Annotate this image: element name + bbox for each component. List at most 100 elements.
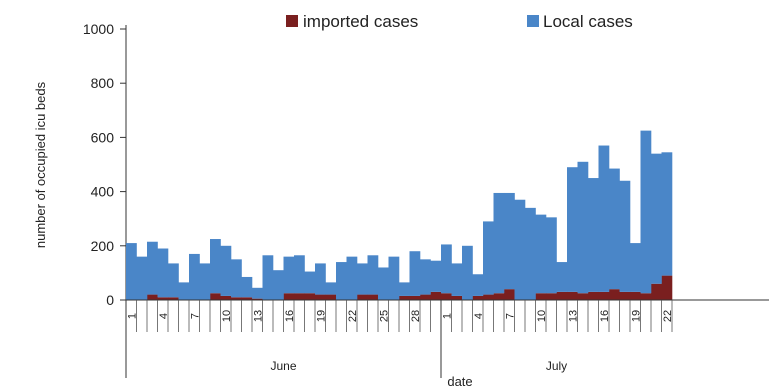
x-tick-label: 16 [284, 310, 296, 322]
bar-local [451, 263, 463, 296]
bar-imported [157, 297, 169, 300]
bar-local [556, 262, 568, 292]
bar-local [210, 239, 221, 294]
y-tick-label: 600 [91, 129, 115, 145]
bar-imported [147, 294, 158, 300]
bar-local [178, 282, 190, 300]
bar-imported [598, 291, 610, 300]
x-tick-label: 1 [126, 313, 138, 319]
bar-local [535, 214, 547, 294]
bar-local [598, 145, 610, 292]
bar-local [283, 256, 295, 294]
bar-imported [283, 293, 295, 300]
legend: imported cases Local cases [286, 12, 633, 31]
bar-local [357, 263, 368, 295]
bar-imported [451, 295, 463, 300]
bar-imported [441, 293, 452, 300]
bar-local [630, 243, 641, 292]
bar-imported [588, 291, 599, 300]
bar-imported [168, 297, 179, 300]
x-tick-label: 19 [315, 310, 327, 322]
bar-imported [577, 293, 589, 300]
bar-imported [294, 293, 305, 300]
bar-local [168, 263, 179, 298]
x-tick-label: 28 [410, 310, 422, 322]
y-tick-label: 200 [91, 238, 115, 254]
bar-imported [619, 291, 631, 300]
bar-local [525, 207, 536, 300]
bar-local [336, 262, 347, 300]
bar-local [378, 267, 389, 300]
bar-imported [504, 289, 515, 300]
bar-imported [493, 293, 505, 300]
y-tick-label: 800 [91, 75, 115, 91]
y-tick-label: 0 [106, 292, 114, 308]
y-tick-label: 1000 [83, 21, 114, 37]
legend-swatch-imported [286, 15, 298, 27]
bar-local [241, 276, 253, 298]
bar-local [441, 244, 452, 294]
bar-local [189, 253, 200, 300]
bar-imported [661, 275, 673, 300]
x-axis: 1 4 7 10 13 16 19 22 25 28 1 4 7 10 13 16 19 22 June July [125, 299, 769, 378]
bar-imported [357, 294, 368, 300]
y-tick-label: 400 [91, 184, 115, 200]
bar-local [367, 255, 379, 295]
x-tick-label: 13 [567, 310, 579, 322]
bar-imported [567, 291, 578, 300]
bar-imported [472, 295, 484, 300]
month-label: June [270, 359, 296, 373]
legend-label-local: Local cases [543, 12, 633, 31]
bar-imported [220, 295, 232, 300]
bar-imported [399, 295, 410, 300]
bar-local [147, 241, 158, 295]
x-tick-label: 10 [536, 310, 548, 322]
x-tick-label: 10 [221, 310, 233, 322]
bar-local [462, 245, 473, 300]
bar-local [294, 255, 305, 294]
bar-imported [420, 294, 431, 300]
x-tick-label: 16 [599, 310, 611, 322]
bar-local [315, 263, 326, 295]
bar-local [304, 271, 316, 294]
bar-imported [430, 291, 442, 300]
bar-local [126, 243, 137, 300]
bar-imported [556, 291, 568, 300]
bar-local [231, 259, 242, 298]
bar-local [430, 260, 442, 292]
bar-local [567, 167, 578, 292]
legend-label-imported: imported cases [303, 12, 418, 31]
bar-local [514, 199, 526, 300]
bar-local [273, 270, 284, 300]
x-tick-label: 7 [504, 313, 516, 319]
bar-local [472, 274, 484, 296]
bar-local [420, 259, 431, 295]
bar-local [136, 256, 148, 300]
x-tick-label: 1 [441, 313, 453, 319]
bar-imported [210, 293, 221, 300]
bar-imported [315, 294, 326, 300]
bar-local [661, 152, 673, 276]
bar-local [346, 256, 358, 300]
bar-local [588, 178, 599, 292]
x-tick-label: 4 [473, 313, 485, 319]
bar-imported [409, 295, 421, 300]
x-tick-label: 7 [189, 313, 201, 319]
bar-local [399, 282, 410, 296]
x-tick-label: 22 [662, 310, 674, 322]
bar-local [546, 217, 557, 294]
x-tick-label: 22 [347, 310, 359, 322]
bar-imported [535, 293, 547, 300]
bar-imported [241, 297, 253, 300]
bar-local [199, 263, 211, 300]
bar-imported [483, 294, 494, 300]
y-axis: 0 200 400 600 800 1000 [83, 21, 127, 308]
x-tick-label: 13 [252, 310, 264, 322]
bar-local [409, 251, 421, 296]
bar-imported [325, 294, 337, 300]
bar-local [262, 255, 274, 300]
bar-local [157, 248, 169, 298]
x-tick-label: 25 [378, 310, 390, 322]
y-axis-title: number of occupied icu beds [33, 81, 48, 248]
